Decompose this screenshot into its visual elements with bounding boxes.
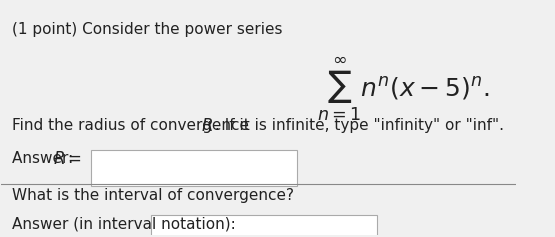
Text: $R=$: $R=$ bbox=[53, 151, 82, 168]
FancyBboxPatch shape bbox=[151, 215, 377, 237]
Text: What is the interval of convergence?: What is the interval of convergence? bbox=[12, 188, 294, 203]
Text: . If it is infinite, type "infinity" or "inf".: . If it is infinite, type "infinity" or … bbox=[215, 118, 504, 133]
Text: Answer (in interval notation):: Answer (in interval notation): bbox=[12, 217, 235, 232]
Text: (1 point) Consider the power series: (1 point) Consider the power series bbox=[12, 23, 282, 37]
Text: $\sum_{n=1}^{\infty} n^n(x-5)^n.$: $\sum_{n=1}^{\infty} n^n(x-5)^n.$ bbox=[317, 55, 490, 123]
Text: Answer:: Answer: bbox=[12, 151, 78, 166]
Text: $R$: $R$ bbox=[201, 118, 213, 135]
Text: Find the radius of convergence: Find the radius of convergence bbox=[12, 118, 254, 133]
FancyBboxPatch shape bbox=[92, 150, 297, 186]
